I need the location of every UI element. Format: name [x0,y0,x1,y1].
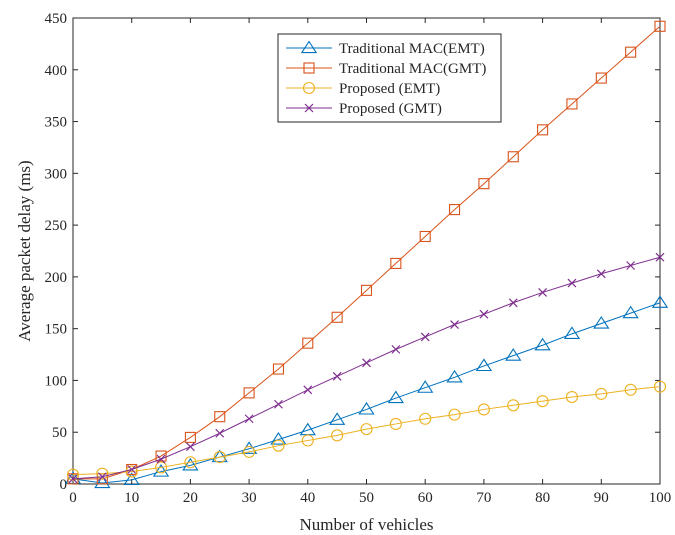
y-tick-label: 300 [45,166,68,182]
x-tick-label: 50 [359,490,374,506]
x-tick-label: 30 [242,490,257,506]
legend-label: Traditional MAC(GMT) [339,61,486,77]
y-tick-label: 450 [45,11,68,27]
x-axis-label: Number of vehicles [299,515,433,534]
y-tick-label: 250 [45,218,68,234]
x-tick-label: 80 [535,490,550,506]
y-tick-label: 350 [45,115,68,131]
x-tick-label: 60 [418,490,433,506]
y-tick-label: 400 [45,63,68,79]
legend-label: Traditional MAC(EMT) [339,41,485,57]
x-tick-label: 20 [183,490,198,506]
legend-label: Proposed (EMT) [339,81,440,97]
x-tick-label: 0 [69,490,77,506]
y-tick-label: 100 [45,373,68,389]
x-tick-label: 100 [649,490,672,506]
legend: Traditional MAC(EMT) Traditional MAC(GMT)… [278,34,501,122]
y-tick-label: 150 [45,322,68,338]
y-axis-label: Average packet delay (ms) [15,160,34,341]
y-tick-label: 50 [52,425,67,441]
x-tick-label: 10 [124,490,139,506]
x-tick-label: 90 [594,490,609,506]
y-tick-label: 200 [45,270,68,286]
x-tick-label: 70 [476,490,491,506]
y-tick-label: 0 [60,477,68,493]
x-tick-label: 40 [300,490,315,506]
legend-label: Proposed (GMT) [339,101,442,117]
